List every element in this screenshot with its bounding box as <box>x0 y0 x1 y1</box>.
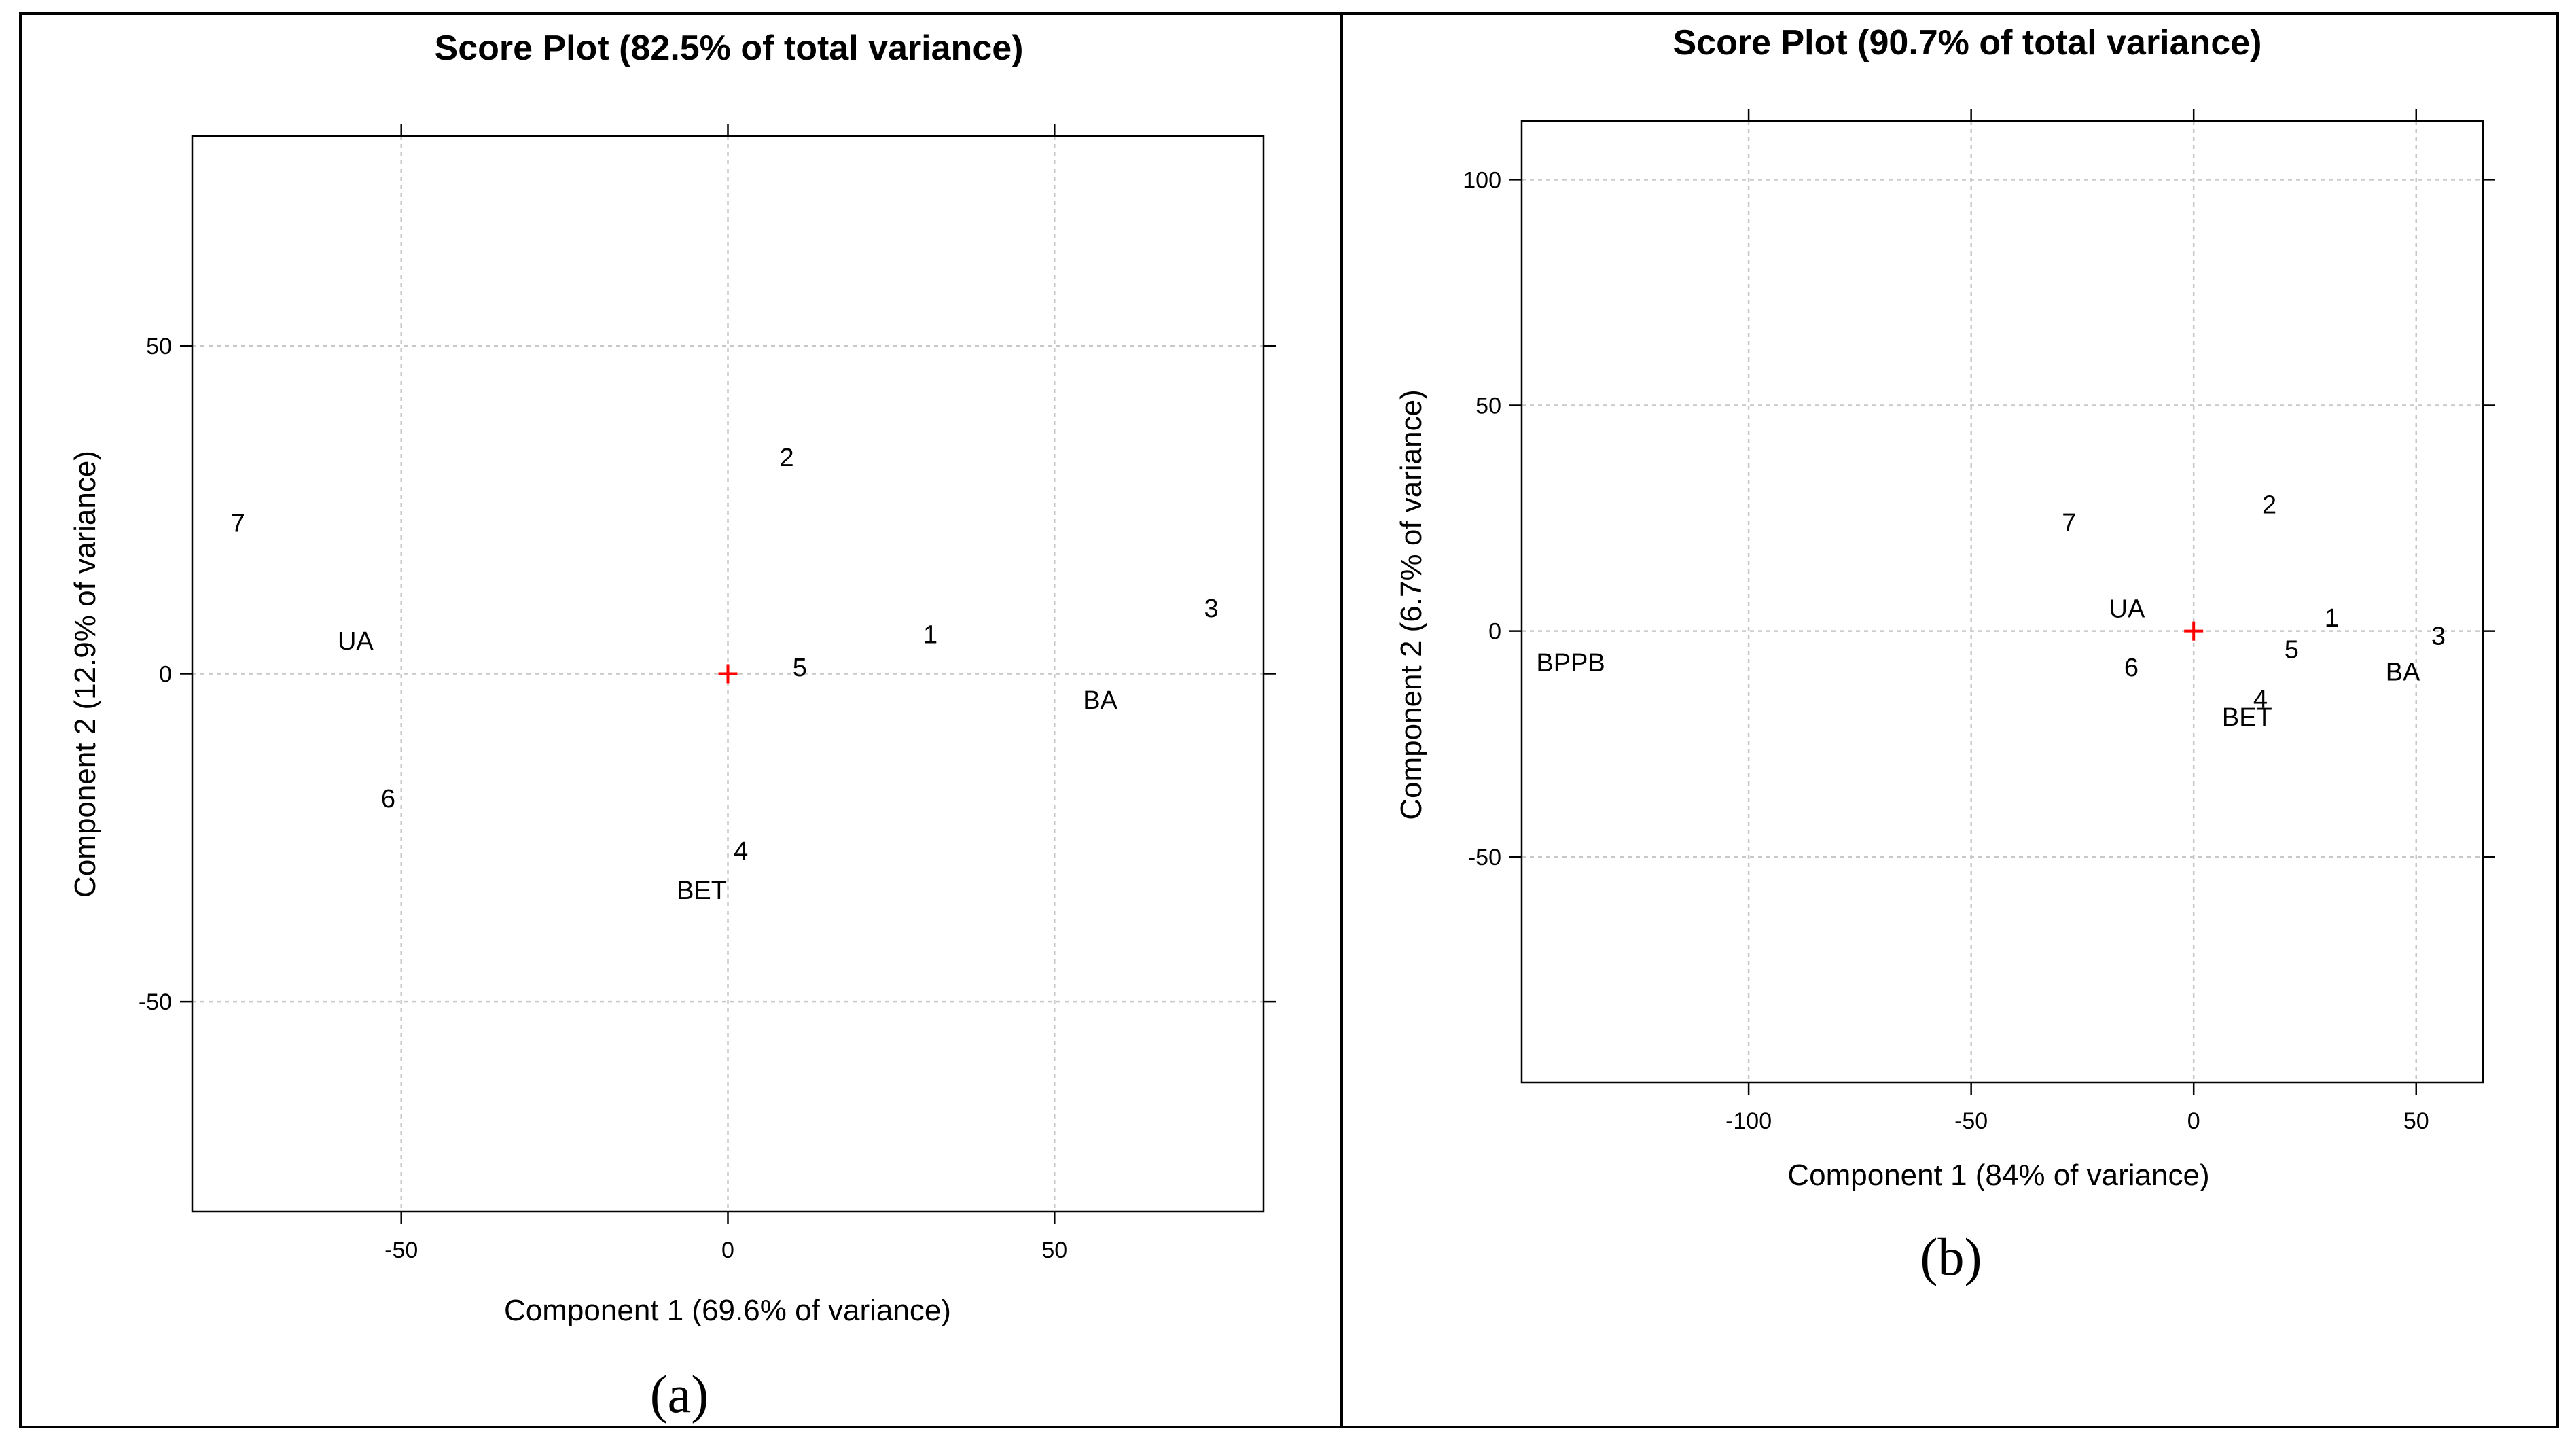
panel-a-frame <box>19 12 1343 1428</box>
point-label-ba: BA <box>1083 686 1117 715</box>
y-tick-label: -50 <box>1468 845 1501 870</box>
point-label-bppb: BPPB <box>1536 649 1605 677</box>
x-tick-label: 50 <box>1041 1237 1067 1263</box>
point-label-2: 2 <box>2262 491 2276 520</box>
panel-b-frame <box>1340 12 2559 1428</box>
panel-b-grid <box>1522 121 2483 1082</box>
y-tick-label: 100 <box>1463 167 1501 193</box>
point-label-1: 1 <box>923 621 937 650</box>
y-tick-label: 0 <box>159 662 172 688</box>
panel-b-y-axis-label: Component 2 (6.7% of variance) <box>1395 389 1428 820</box>
y-tick-label: -50 <box>139 989 172 1015</box>
point-label-6: 6 <box>381 785 395 813</box>
x-tick-label: 0 <box>721 1237 734 1263</box>
panel-b-x-axis-label: Component 1 (84% of variance) <box>1787 1159 2209 1192</box>
point-label-ua: UA <box>338 627 374 656</box>
point-label-bet: BET <box>2222 703 2272 732</box>
panel-b-title: Score Plot (90.7% of total variance) <box>1673 23 2262 63</box>
x-tick-label: 50 <box>2403 1108 2429 1134</box>
panel-a-x-axis-label: Component 1 (69.6% of variance) <box>504 1294 951 1327</box>
point-label-ua: UA <box>2109 595 2145 623</box>
panel-b-plot-area <box>1520 120 2484 1084</box>
panel-a-origin-marker <box>718 664 738 684</box>
x-tick-label: -50 <box>384 1237 418 1263</box>
point-label-2: 2 <box>779 444 793 472</box>
point-label-7: 7 <box>231 509 245 538</box>
y-tick-label: 50 <box>1475 393 1501 419</box>
panel-a-tag: (a) <box>650 1364 709 1424</box>
panel-a-title: Score Plot (82.5% of total variance) <box>435 29 1024 68</box>
point-label-5: 5 <box>793 654 807 682</box>
panel-b-origin-marker <box>2184 621 2204 641</box>
panel-b-ticks: -100 -50 0 50 -50 0 50 100 <box>1463 109 2495 1134</box>
point-label-6: 6 <box>2124 654 2139 682</box>
panel-b-tag: (b) <box>1920 1227 1982 1286</box>
point-label-3: 3 <box>2431 622 2446 650</box>
point-label-5: 5 <box>2285 635 2299 664</box>
point-label-ba: BA <box>2386 658 2420 686</box>
point-label-1: 1 <box>2325 604 2339 633</box>
point-label-7: 7 <box>2062 509 2076 538</box>
point-label-4: 4 <box>734 837 748 866</box>
x-tick-label: 0 <box>2187 1108 2200 1134</box>
y-tick-label: 50 <box>146 334 172 359</box>
x-tick-label: -100 <box>1725 1108 1772 1134</box>
point-label-3: 3 <box>1204 595 1219 623</box>
panel-a-ticks: -50 0 50 -50 0 50 <box>139 124 1276 1263</box>
y-tick-label: 0 <box>1488 619 1501 645</box>
point-label-bet: BET <box>677 877 727 905</box>
point-label-4: 4 <box>2253 685 2268 714</box>
panel-a-y-axis-label: Component 2 (12.9% of variance) <box>69 451 102 898</box>
x-tick-label: -50 <box>1954 1108 1988 1134</box>
